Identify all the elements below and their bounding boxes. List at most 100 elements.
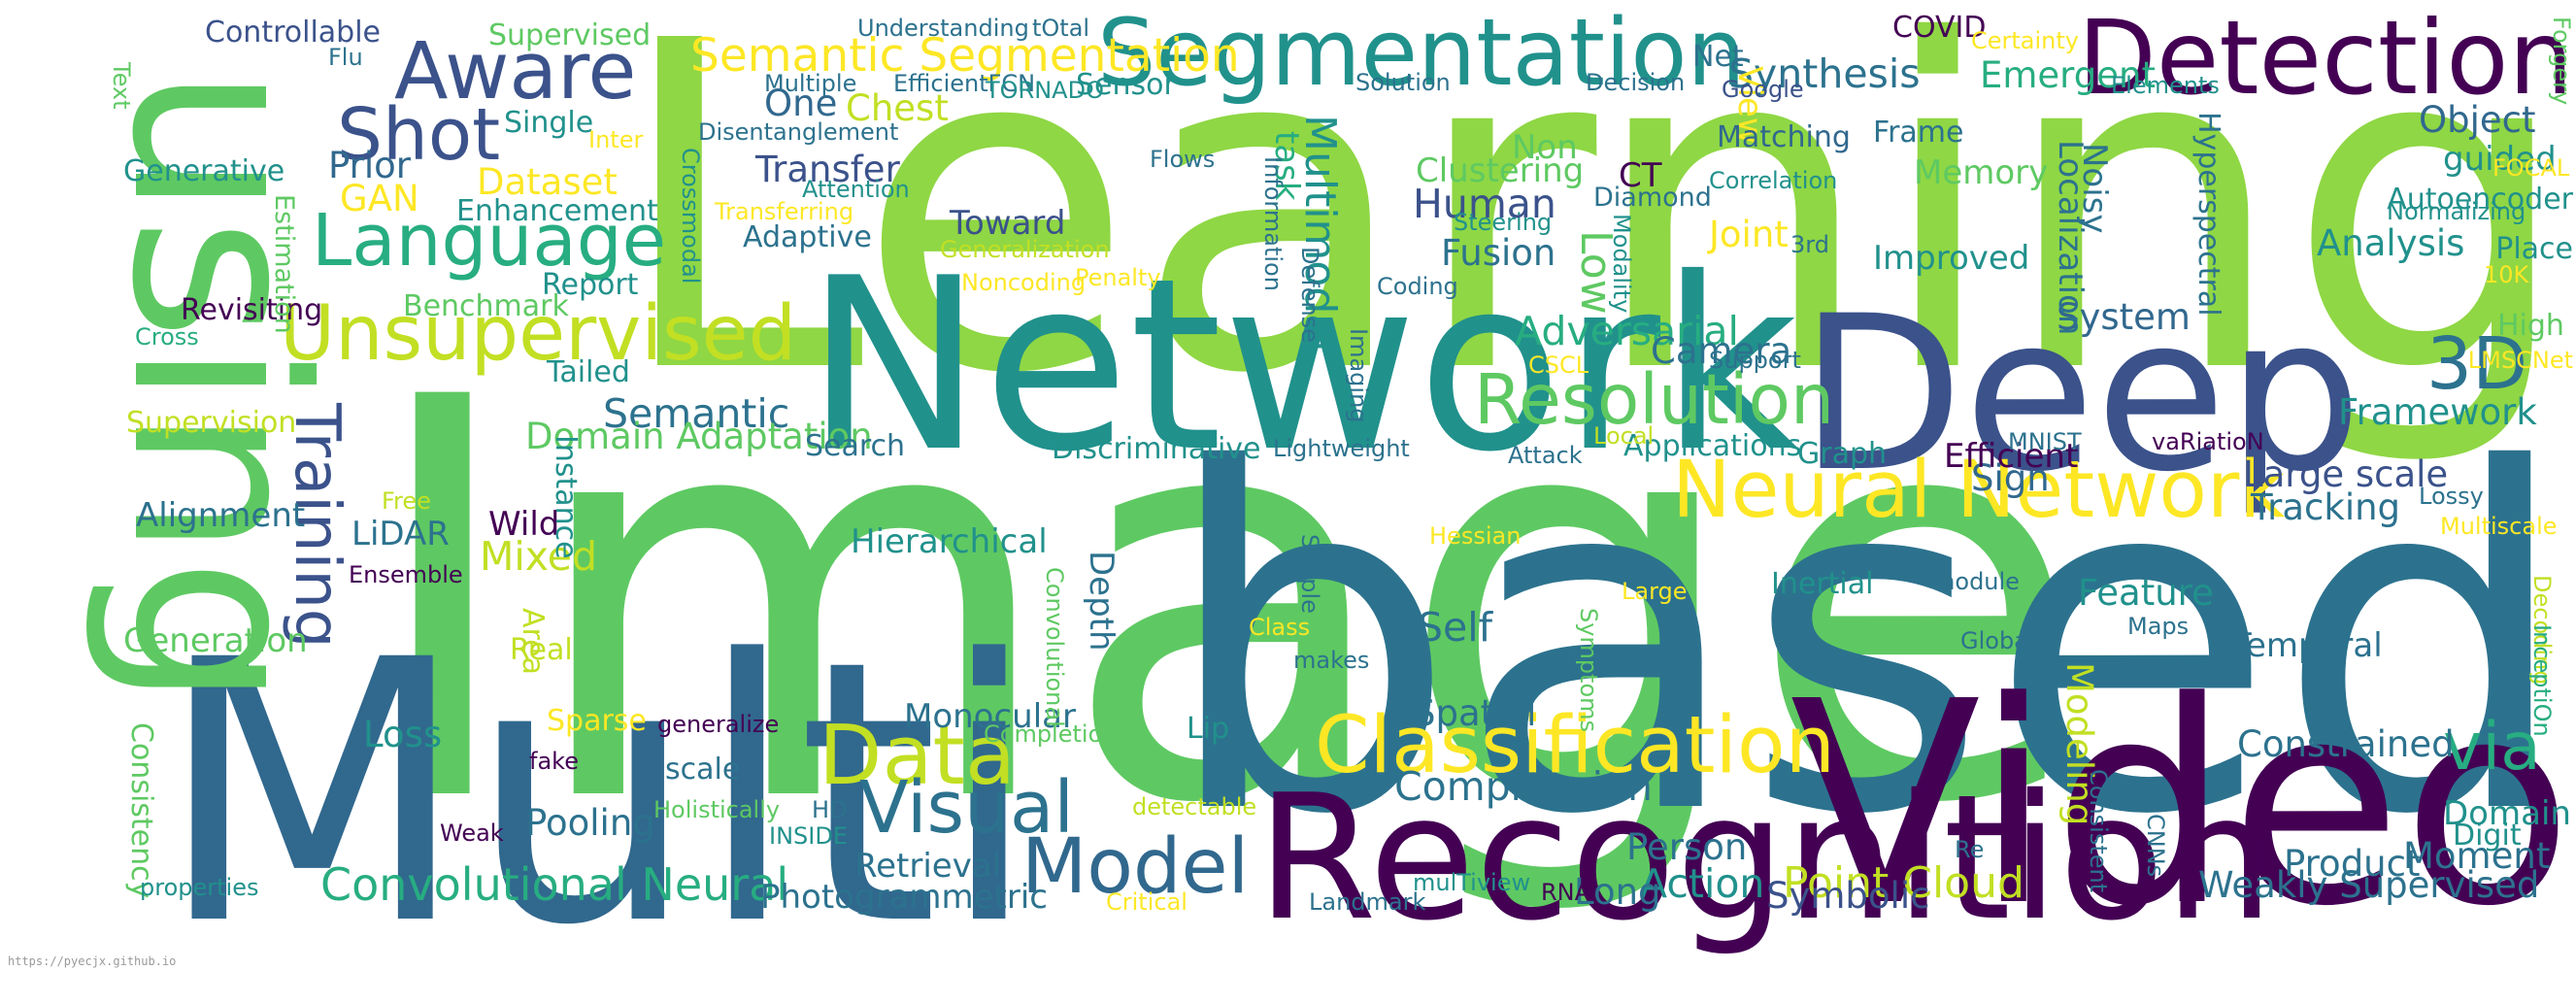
word-landmark: Landmark [1309,888,1426,916]
word-defense: Defense [1296,247,1323,343]
word-3rd: 3rd [1790,231,1829,258]
word-synthesis: Synthesis [1728,50,1921,97]
word-prior: Prior [328,145,412,186]
word-network: Network [805,227,1798,504]
word-mixed: Mixed [480,533,598,580]
word-inertial: Inertial [1771,567,1874,601]
word-semantic-segmentation: Semantic Segmentation [690,29,1240,83]
word-completion: Completion [984,720,1118,748]
word-clustering: Clustering [1416,151,1585,190]
word-image: Image [361,283,2086,923]
word-maps: Maps [2127,613,2190,640]
word-text: Text [108,62,135,110]
word-supervised: Supervised [488,18,652,52]
word-understanding: Understanding [857,15,1029,42]
word-applications: Applications [1623,429,1802,463]
word-solution: Solution [1355,69,1451,96]
word-via: via [2443,709,2541,786]
word-10k: 10K [2484,261,2529,288]
word-neural-network: Neural Network [1672,445,2286,536]
word-transferring: Transferring [715,198,854,225]
word-memory: Memory [1914,153,2049,192]
word-nmfs: NMFs [2124,658,2188,686]
word-aware: Aware [394,26,637,117]
word-generalize: generalize [657,711,780,738]
word-language: Language [312,199,667,283]
word-lidar: LiDAR [351,515,450,553]
word-loss: Loss [363,714,443,755]
word-penalty: Penalty [1075,264,1161,291]
word-google: Google [1722,76,1804,103]
word-steering: Steering [1454,209,1553,236]
word-pooling: Pooling [525,802,655,844]
word-matching: Matching [1717,120,1851,154]
word-temporal: Temporal [2231,626,2383,665]
word-task: task [1267,131,1306,201]
word-hyperspectral: Hyperspectral [2191,112,2225,317]
word-transfer: Transfer [755,149,900,190]
word-guided: guided [2443,140,2557,179]
word-support: Support [1709,347,1801,374]
word-forgery: Forgery [2548,17,2575,106]
word-elements: Elements [2111,72,2220,99]
word-spatial: Spatial [1413,692,1537,734]
word-autoencoder: Autoencoder [2387,183,2573,217]
word-single: Single [504,106,594,140]
word-holistically: Holistically [653,796,781,823]
word-recognition: Recognition [1256,757,2275,958]
word-weak: Weak [440,820,504,847]
word-class: Class [1249,614,1311,641]
word-unsupervised: Unsupervised [280,290,797,378]
word-large: Large [1622,578,1688,605]
word-3d: 3D [2426,322,2528,406]
word-point-cloud: Point Cloud [1783,858,2024,908]
word-controllable: Controllable [205,16,381,50]
word-normalizing: Normalizing [2387,198,2526,225]
word-properties: properties [140,874,259,901]
word-tornado: TORNADO [986,77,1104,104]
word-semantic: Semantic [603,390,790,437]
word-framework: Framework [2338,391,2537,433]
word-flu: Flu [328,44,363,71]
word-correlation: Correlation [1709,167,1838,194]
word-area: Area [516,608,550,676]
word-high: High [2497,309,2564,343]
word-retrieval: Retrieval [854,847,1002,886]
word-noncoding: Noncoding [961,269,1087,296]
word-global: Global [1960,627,2035,654]
word-attack: Attack [1508,442,1583,469]
word-joint: Joint [1709,214,1789,255]
word-digit: Digit [2453,819,2522,853]
word-system: System [2057,296,2191,338]
word-deep: Deep [1799,270,2362,519]
word-consistency: Consistency [124,722,158,899]
word-enhancement: Enhancement [456,194,658,228]
word-total: tOtal [1032,15,1090,42]
word-constrained: Constrained [2237,723,2455,765]
word-critical: Critical [1106,888,1188,916]
word-domain: Domain [2443,794,2571,833]
word-hessian: Hessian [1429,522,1522,550]
word-information: Information [1259,156,1287,291]
word-covid: COVID [1892,11,1987,45]
word-place: Place [2495,232,2573,266]
word-lightweight: Lightweight [1273,435,1410,462]
word-consistent: Consistent [2085,769,2112,893]
word-net: Net [1692,40,1744,74]
word-symbolic: Symbolic [1766,875,1930,917]
word-feature: Feature [2078,572,2214,614]
word-large-scale: Large scale [2243,453,2449,495]
word-learning: Learning [613,0,2573,472]
word-one: One [764,83,838,124]
word-chest: Chest [846,87,949,129]
word-alignment: Alignment [136,496,306,535]
word-revisiting: Revisiting [181,293,323,327]
word-convolutional-neural: Convolutional Neural [320,858,789,911]
word-detectable: detectable [1132,793,1257,820]
word-convolutional: Convolutional [1041,567,1068,727]
word-generalization: Generalization [940,236,1110,263]
word-efficientfcn: EfficientFCN [893,70,1036,97]
word-tracking: Tracking [2251,486,2401,528]
word-multiple: Multiple [764,70,857,97]
word-cnns: CNNs [2142,814,2169,878]
